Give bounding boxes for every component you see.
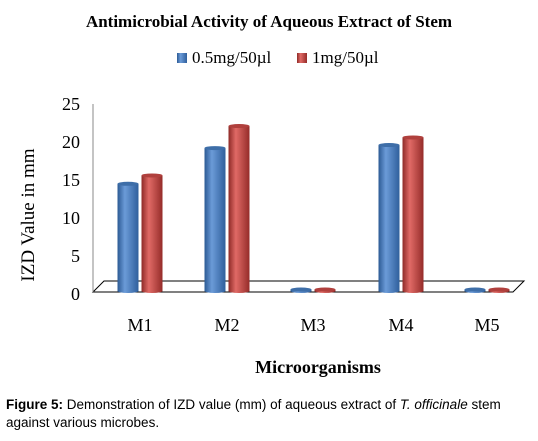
legend-swatch-series-2 [297, 53, 307, 63]
chart: Antimicrobial Activity of Aqueous Extrac… [18, 12, 526, 377]
bar-base [141, 289, 163, 293]
y-axis-label: IZD Value in mm [18, 148, 39, 281]
y-tick-label: 10 [62, 208, 80, 228]
bar-body [378, 145, 400, 291]
chart-title: Antimicrobial Activity of Aqueous Extrac… [86, 12, 452, 31]
bar [314, 287, 336, 293]
bar-top [117, 181, 139, 186]
bar-chart-svg: Antimicrobial Activity of Aqueous Extrac… [18, 12, 526, 377]
y-axis-ticks: 0 5 10 15 20 25 [62, 94, 80, 304]
bar-top [204, 146, 226, 151]
bar-top [141, 173, 163, 178]
bar-body [228, 126, 250, 291]
x-tick-label: M1 [127, 315, 152, 335]
bar-base [117, 289, 139, 293]
bar-top [378, 143, 400, 148]
bar-base [402, 289, 424, 293]
x-tick-label: M3 [300, 315, 325, 335]
bar-top [488, 287, 510, 292]
x-tick-label: M5 [474, 315, 499, 335]
bar-body [141, 175, 163, 291]
bar [378, 143, 400, 293]
bar [141, 173, 163, 293]
y-tick-label: 20 [62, 132, 80, 152]
figure-caption: Figure 5: Demonstration of IZD value (mm… [6, 396, 532, 432]
bar-top [402, 135, 424, 140]
bar [117, 181, 139, 293]
bar [204, 146, 226, 293]
legend: 0.5mg/50µl 1mg/50µl [177, 48, 379, 67]
caption-species: T. officinale [399, 397, 468, 412]
x-axis-ticks: M1 M2 M3 M4 M5 [127, 315, 499, 335]
caption-text-after: stem against various microbes. [6, 397, 501, 430]
bar-top [228, 124, 250, 129]
x-axis-label: Microorganisms [255, 357, 381, 377]
bar-body [117, 183, 139, 291]
bar-base [228, 289, 250, 293]
bar-top [314, 287, 336, 292]
caption-label: Figure 5: [6, 397, 64, 412]
bar-top [290, 287, 312, 292]
y-tick-label: 5 [71, 246, 80, 266]
bar [228, 124, 250, 293]
bar [488, 287, 510, 293]
caption-text-before: Demonstration of IZD value (mm) of aqueo… [63, 397, 400, 412]
x-tick-label: M2 [214, 315, 239, 335]
bar [290, 287, 312, 293]
bar [464, 287, 486, 293]
y-tick-label: 25 [62, 94, 80, 114]
legend-label-series-1: 0.5mg/50µl [192, 48, 271, 67]
bar-body [402, 137, 424, 291]
bar-base [204, 289, 226, 293]
bar-base [378, 289, 400, 293]
bar-body [204, 148, 226, 291]
legend-swatch-series-1 [177, 53, 187, 63]
y-tick-label: 0 [71, 284, 80, 304]
bar-top [464, 287, 486, 292]
x-tick-label: M4 [388, 315, 413, 335]
legend-label-series-2: 1mg/50µl [312, 48, 379, 67]
bars [117, 124, 510, 293]
bar [402, 135, 424, 293]
y-tick-label: 15 [62, 170, 80, 190]
